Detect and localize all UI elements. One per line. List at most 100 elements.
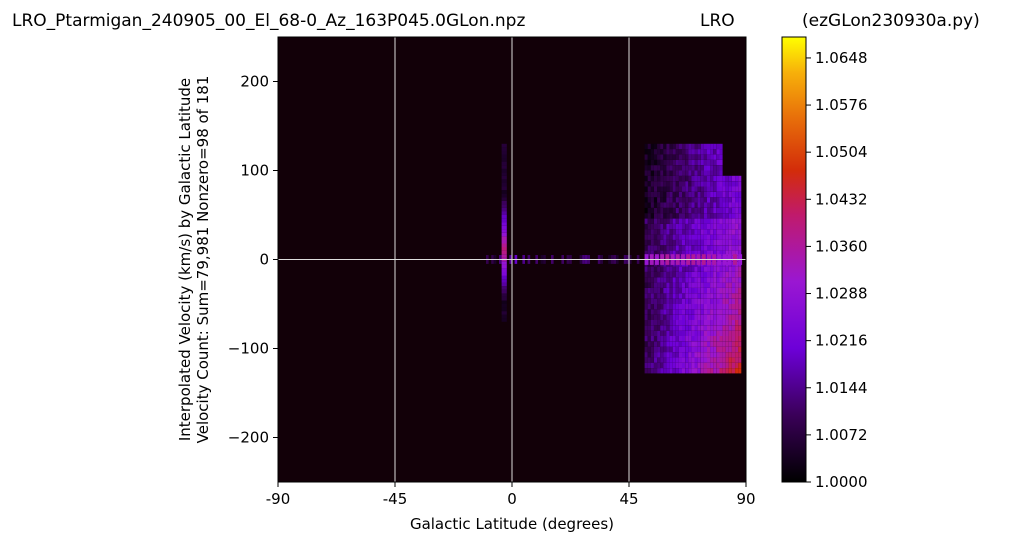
heatmap-cell (713, 159, 717, 166)
heatmap-cell (660, 170, 664, 176)
heatmap-cell (707, 277, 711, 283)
heatmap-cell (728, 245, 732, 251)
heatmap-cell (735, 191, 739, 198)
x-axis-label: Galactic Latitude (degrees) (410, 515, 614, 533)
heatmap-cell (647, 298, 651, 304)
heatmap-cell (678, 170, 682, 176)
heatmap-cell (697, 175, 701, 182)
heatmap-cell (657, 143, 661, 150)
heatmap-cell (735, 213, 739, 219)
heatmap-cell (688, 277, 692, 283)
colorbar-tick-label: 1.0144 (815, 379, 868, 397)
heatmap-cell (732, 288, 736, 294)
heatmap-cell (713, 245, 717, 251)
heatmap-cell (728, 202, 732, 208)
heatmap-cell (663, 181, 667, 187)
heatmap-cell (666, 288, 670, 294)
heatmap-cell (657, 272, 661, 278)
heatmap-cell (694, 362, 698, 368)
heatmap-cell (707, 336, 711, 342)
heatmap-cell (663, 368, 667, 374)
heatmap-cell (663, 293, 667, 299)
heatmap-cell (647, 223, 651, 230)
heatmap-cell (657, 341, 661, 347)
heatmap-cell (688, 250, 692, 256)
heatmap-cell (691, 202, 695, 208)
heatmap-cell (657, 298, 661, 304)
heatmap-cell (722, 336, 726, 342)
heatmap-cell (738, 234, 742, 240)
heatmap-cell (691, 272, 695, 278)
heatmap-cell (716, 314, 720, 320)
heatmap-cell (678, 272, 682, 278)
heatmap-cell (666, 186, 670, 192)
heatmap-cell (657, 186, 661, 192)
heatmap-cell (675, 346, 679, 352)
heatmap-cell (700, 229, 704, 235)
heatmap-cell (678, 288, 682, 294)
heatmap-cell (738, 336, 742, 342)
heatmap-cell (725, 341, 729, 347)
heatmap-cell (678, 239, 682, 246)
heatmap-cell (691, 282, 695, 288)
heatmap-cell (644, 223, 648, 230)
heatmap-cell (725, 277, 729, 283)
heatmap-cell (710, 202, 714, 208)
heatmap-cell (735, 341, 739, 347)
heatmap-cell (654, 272, 658, 278)
heatmap-cell (657, 159, 661, 166)
heatmap-cell (663, 304, 667, 310)
heatmap-cell (710, 336, 714, 342)
heatmap-cell (728, 352, 732, 358)
heatmap-cell (682, 143, 686, 150)
heatmap-cell (707, 218, 711, 224)
heatmap-cell (660, 202, 664, 208)
heatmap-cell (647, 293, 651, 299)
heatmap-cell (694, 352, 698, 358)
heatmap-cell (725, 357, 729, 363)
heatmap-cell (654, 223, 658, 230)
heatmap-cell (732, 250, 736, 256)
heatmap-cell (716, 175, 720, 182)
heatmap-cell (663, 261, 667, 267)
heatmap-cell (660, 229, 664, 235)
heatmap-cell (669, 304, 673, 310)
colorbar-gradient (781, 36, 807, 483)
heatmap-cell (700, 368, 704, 374)
heatmap-cell (682, 341, 686, 347)
heatmap-cell (738, 175, 742, 182)
heatmap-cell (672, 223, 676, 230)
heatmap-cell (654, 186, 658, 192)
heatmap-cell (669, 229, 673, 235)
heatmap-cell (694, 213, 698, 219)
heatmap-cell (654, 239, 658, 246)
heatmap-cell (647, 175, 651, 182)
heatmap-cell (654, 213, 658, 219)
heatmap-cell (703, 352, 707, 358)
heatmap-cell (738, 357, 742, 363)
heatmap-cell (650, 213, 654, 219)
heatmap-cell (710, 250, 714, 256)
heatmap-cell (725, 309, 729, 315)
heatmap-cell (691, 266, 695, 272)
heatmap-cell (694, 272, 698, 278)
heatmap-cell (688, 368, 692, 374)
heatmap-cell (685, 282, 689, 288)
heatmap-cell (700, 181, 704, 187)
heatmap-cell (722, 250, 726, 256)
heatmap-cell (669, 234, 673, 240)
heatmap-cell (647, 170, 651, 176)
heatmap-cell (703, 218, 707, 224)
heatmap-cell (697, 325, 701, 331)
heatmap-cell (719, 309, 723, 315)
heatmap-cell (738, 218, 742, 224)
colorbar-ticks: 1.0000 1.0072 1.0144 1.0216 1.0288 1.0360 1.04… (806, 49, 868, 491)
heatmap-cell (650, 181, 654, 187)
heatmap-cell (713, 181, 717, 187)
heatmap-cell (710, 341, 714, 347)
heatmap-cell (738, 314, 742, 320)
heatmap-cell (666, 341, 670, 347)
heatmap-cell (657, 170, 661, 176)
heatmap-cell (697, 229, 701, 235)
